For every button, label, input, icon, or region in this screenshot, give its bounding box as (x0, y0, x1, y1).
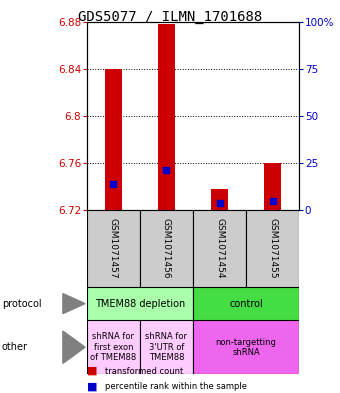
Bar (87, 320, 140, 374)
Text: shRNA for
first exon
of TMEM88: shRNA for first exon of TMEM88 (90, 332, 136, 362)
Polygon shape (63, 294, 85, 314)
Text: ■: ■ (87, 366, 101, 376)
Bar (246, 210, 299, 287)
Text: control: control (229, 299, 263, 309)
Bar (140, 320, 193, 374)
Text: non-targetting
shRNA: non-targetting shRNA (216, 338, 276, 357)
Bar (158, 24, 175, 210)
Bar (87, 287, 193, 320)
Text: percentile rank within the sample: percentile rank within the sample (105, 382, 248, 391)
Text: GSM1071456: GSM1071456 (162, 218, 171, 279)
Polygon shape (63, 331, 85, 364)
Bar (193, 287, 299, 320)
Bar (211, 189, 228, 210)
Text: ■: ■ (87, 382, 101, 391)
Bar (140, 210, 193, 287)
Text: TMEM88 depletion: TMEM88 depletion (95, 299, 185, 309)
Text: GDS5077 / ILMN_1701688: GDS5077 / ILMN_1701688 (78, 10, 262, 24)
Bar (105, 69, 122, 210)
Text: GSM1071455: GSM1071455 (268, 218, 277, 279)
Text: other: other (2, 342, 28, 352)
Text: protocol: protocol (2, 299, 41, 309)
Text: GSM1071457: GSM1071457 (109, 218, 118, 279)
Text: transformed count: transformed count (105, 367, 184, 376)
Bar (193, 320, 299, 374)
Bar (264, 163, 281, 210)
Text: shRNA for
3'UTR of
TMEM88: shRNA for 3'UTR of TMEM88 (146, 332, 187, 362)
Text: GSM1071454: GSM1071454 (215, 219, 224, 279)
Bar (87, 210, 140, 287)
Bar (193, 210, 246, 287)
